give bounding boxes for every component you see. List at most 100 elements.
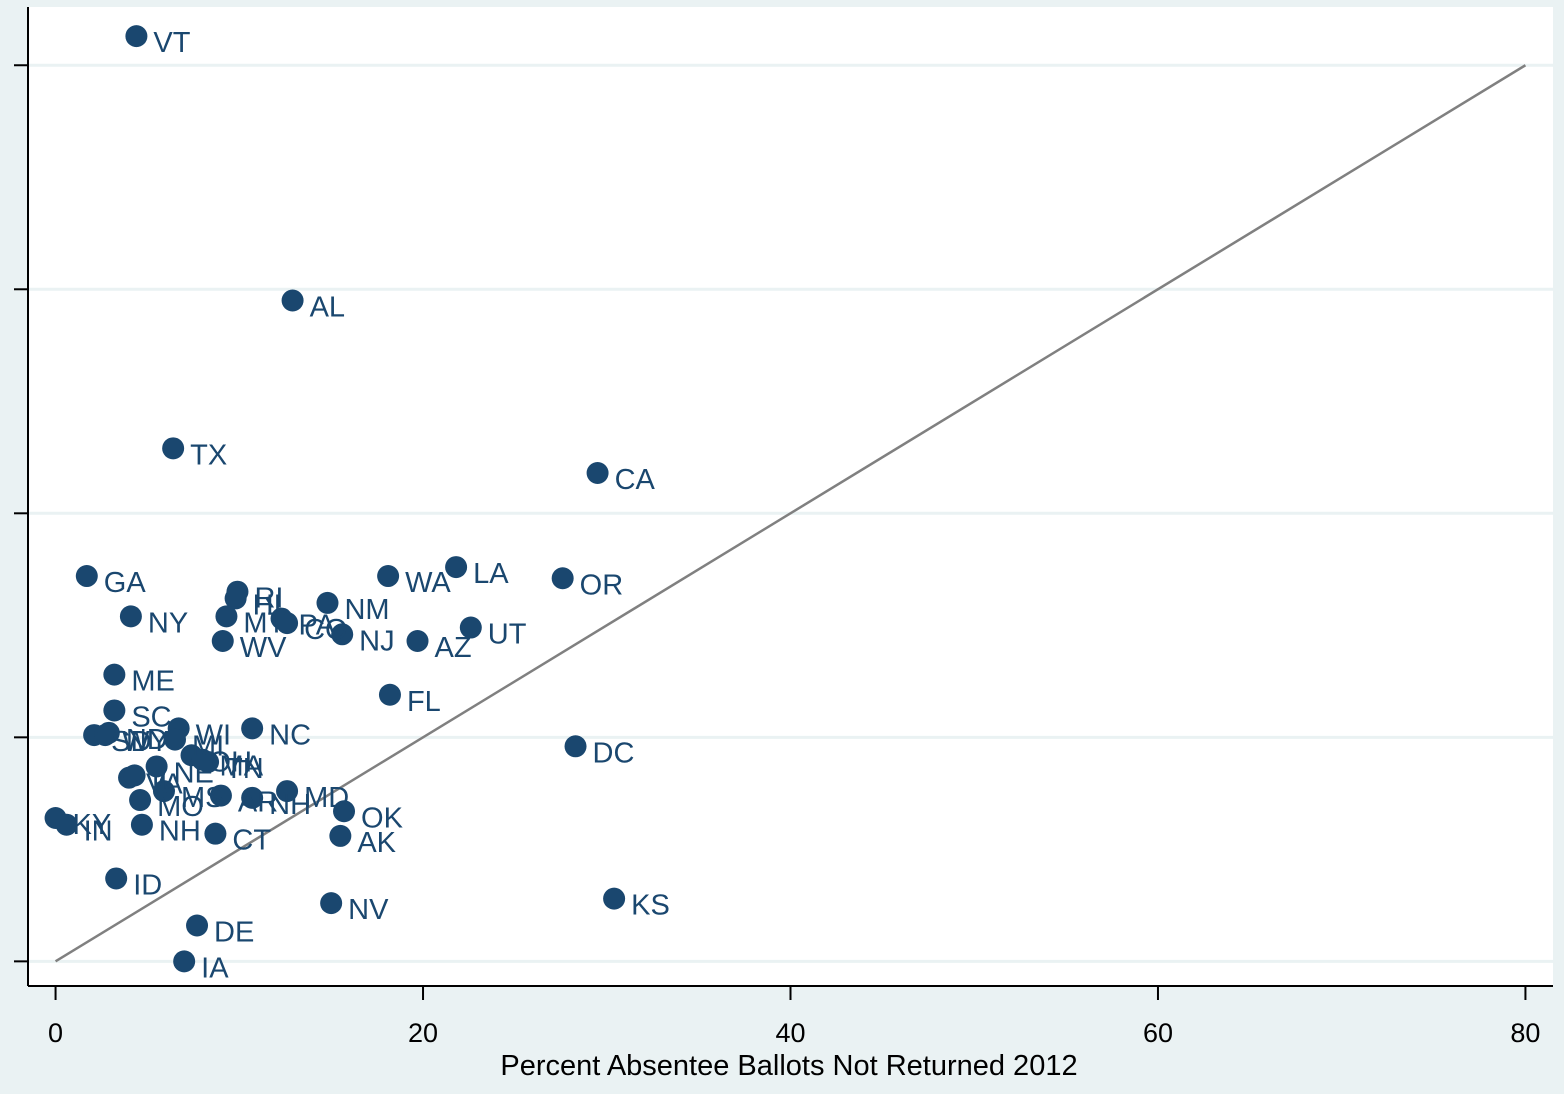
- data-point: [331, 623, 354, 646]
- point-label: IL: [152, 766, 176, 798]
- data-point: [75, 565, 98, 588]
- data-point: [119, 605, 142, 628]
- point-label: TN: [225, 753, 264, 785]
- point-label: NJ: [359, 625, 394, 657]
- data-point: [276, 612, 299, 635]
- point-label: MS: [181, 782, 225, 814]
- point-label: RI: [254, 583, 283, 615]
- point-label: NC: [269, 719, 311, 751]
- point-label: DC: [593, 737, 635, 769]
- data-point: [224, 587, 247, 610]
- data-point: [276, 780, 299, 803]
- data-point: [551, 567, 574, 590]
- data-point: [186, 914, 209, 937]
- point-label: AL: [310, 291, 345, 323]
- point-label: ME: [131, 666, 175, 698]
- point-label: NM: [344, 594, 389, 626]
- data-point: [103, 663, 126, 686]
- x-tick-label: 80: [1510, 1018, 1540, 1048]
- point-label: CA: [615, 464, 656, 496]
- x-tick-label: 40: [775, 1018, 805, 1048]
- data-point: [241, 786, 264, 809]
- data-point: [191, 748, 214, 771]
- ticks: 0 20 40 60 80: [14, 64, 1540, 1048]
- data-point: [378, 683, 401, 706]
- point-label: WI: [196, 719, 231, 751]
- point-label: AR: [238, 787, 278, 819]
- point-label: UT: [488, 619, 527, 651]
- data-point: [459, 616, 482, 639]
- point-label: OR: [580, 569, 624, 601]
- reference-line: [54, 64, 1527, 963]
- data-point: [406, 629, 429, 652]
- data-point: [129, 789, 152, 812]
- data-point: [123, 764, 146, 787]
- point-label: OK: [361, 802, 404, 834]
- data-point: [241, 717, 264, 740]
- data-point: [173, 950, 196, 973]
- data-point: [445, 556, 468, 579]
- data-point: [211, 629, 234, 652]
- point-label: FL: [407, 686, 441, 718]
- point-label: GA: [104, 567, 147, 599]
- data-point: [204, 822, 227, 845]
- data-point: [130, 813, 153, 836]
- point-label: MI: [192, 731, 224, 763]
- data-point: [586, 461, 609, 484]
- data-point: [162, 437, 185, 460]
- point-label: ID: [133, 869, 162, 901]
- point-label: CT: [232, 825, 271, 857]
- point-label: NY: [148, 607, 188, 639]
- point-label: WY: [122, 726, 169, 758]
- data-point: [55, 813, 78, 836]
- point-label: TX: [190, 439, 227, 471]
- point-label: MO: [157, 791, 204, 823]
- point-label: WV: [240, 632, 287, 664]
- data-point: [103, 699, 126, 722]
- data-point: [105, 867, 128, 890]
- data-point: [215, 605, 238, 628]
- point-label: MA: [220, 751, 264, 783]
- data-point: [97, 721, 120, 744]
- point-label: IN: [84, 816, 113, 848]
- data-point: [125, 25, 148, 48]
- reference-line-layer: [54, 64, 1527, 963]
- x-axis-title: Percent Absentee Ballots Not Returned 20…: [500, 1050, 1077, 1082]
- data-point: [320, 892, 343, 915]
- point-label: DE: [214, 917, 254, 949]
- point-label: WA: [405, 567, 451, 599]
- point-label: SC: [131, 701, 171, 733]
- point-label: OH: [209, 746, 253, 778]
- point-label: VA: [146, 769, 183, 801]
- point-label: NE: [174, 757, 214, 789]
- point-label: AZ: [435, 632, 472, 664]
- point-label: MD: [304, 782, 349, 814]
- point-label: LA: [473, 558, 509, 590]
- data-point: [603, 887, 626, 910]
- point-label: HI: [253, 589, 282, 621]
- point-label: NH: [269, 789, 311, 821]
- data-point: [163, 728, 186, 751]
- data-point: [145, 755, 168, 778]
- data-points: [44, 25, 626, 973]
- data-point: [152, 780, 175, 803]
- point-label: NH: [159, 816, 201, 848]
- point-label: ND: [126, 724, 168, 756]
- point-label: KS: [631, 890, 670, 922]
- data-point: [209, 784, 232, 807]
- x-tick-label: 0: [48, 1018, 63, 1048]
- point-label: PA: [299, 610, 336, 642]
- data-point: [333, 800, 356, 823]
- point-label: AK: [357, 827, 396, 859]
- x-tick-label: 20: [408, 1018, 438, 1048]
- data-point: [564, 735, 587, 758]
- point-label: VT: [153, 27, 190, 59]
- point-label: NV: [348, 894, 389, 926]
- data-point: [316, 591, 339, 614]
- data-point: [281, 289, 304, 312]
- point-label: IA: [201, 952, 229, 984]
- data-point: [329, 824, 352, 847]
